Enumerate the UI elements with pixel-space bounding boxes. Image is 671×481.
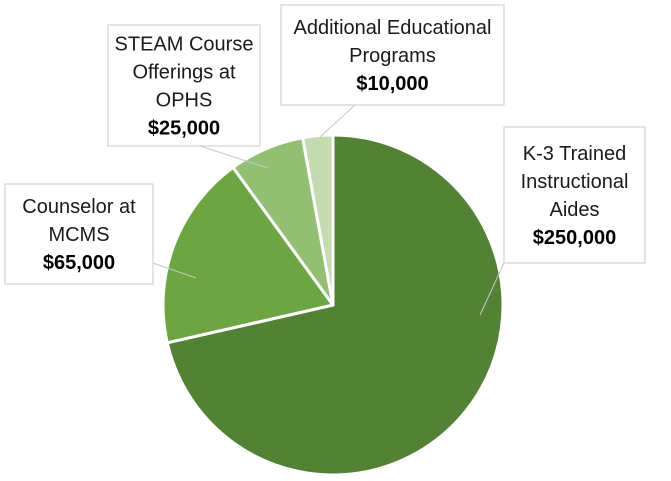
pie-slices: [161, 133, 505, 477]
callout-leader-line: [152, 262, 197, 279]
callout-box: [107, 24, 261, 147]
callout-leader-line: [199, 145, 269, 169]
slice-label-line: STEAM Course: [115, 34, 254, 56]
slice-label-line: Programs: [349, 45, 436, 67]
slice-label-line: Offerings at: [132, 62, 235, 84]
slice-value-label: $25,000: [148, 118, 220, 140]
slice-value-label: $65,000: [43, 252, 115, 274]
callout-k3-aides: K-3 Trained Instructional Aides $250,000: [479, 126, 646, 316]
slice-value-label: $10,000: [356, 73, 428, 95]
callout-box: [503, 126, 646, 264]
callout-labels: K-3 Trained Instructional Aides $250,000 Cou…: [4, 4, 646, 316]
callout-leader-line: [479, 262, 505, 316]
slice-label-line: Counselor at: [22, 196, 136, 218]
slice-label-line: OPHS: [156, 90, 213, 112]
callout-counselor-mcms: Counselor at MCMS $65,000: [4, 183, 197, 285]
pie-slice-counselor-mcms: [161, 165, 335, 345]
slice-label-line: K-3 Trained: [523, 143, 626, 165]
slice-value-label: $250,000: [533, 227, 616, 249]
callout-steam-ophs: STEAM Course Offerings at OPHS $25,000: [107, 24, 269, 169]
pie-slice-additional-programs: [301, 133, 335, 307]
callout-leader-line: [319, 104, 356, 138]
callout-additional-programs: Additional Educational Programs $10,000: [280, 4, 505, 138]
slice-label-line: MCMS: [48, 224, 109, 246]
callout-box: [4, 183, 154, 285]
slice-label-line: Aides: [549, 199, 599, 221]
callout-box: [280, 4, 505, 106]
slice-label-line: Instructional: [521, 171, 629, 193]
pie-slice-k3-aides: [165, 133, 505, 477]
slice-label-line: Additional Educational: [294, 17, 492, 39]
